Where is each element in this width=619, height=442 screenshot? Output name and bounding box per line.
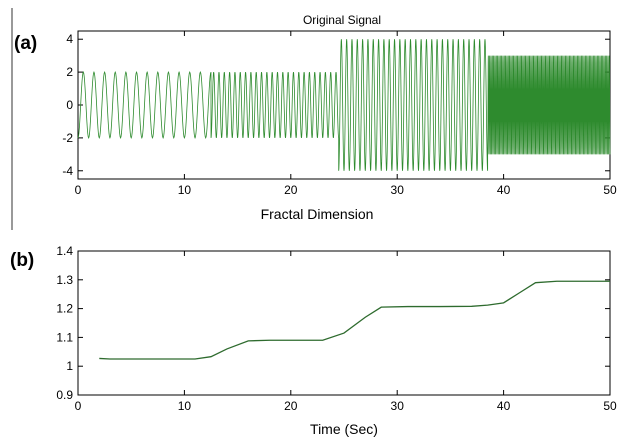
panel-b-x-tick-label: 20 <box>284 399 298 413</box>
panel-b: (b) 0 10 20 30 40 50 0.9 1 1.1 1.2 1.3 1.4 Time (S… <box>10 244 617 437</box>
panel-b-y-tick-label: 1.4 <box>56 244 73 258</box>
panel-b-x-tick-label: 50 <box>603 399 617 413</box>
panel-a-label: (a) <box>14 33 37 54</box>
panel-b-x-tick-label: 0 <box>75 399 82 413</box>
panel-a-y-tick-label: -2 <box>62 131 73 145</box>
panel-a-x-ticks: 0 10 20 30 40 50 <box>75 31 617 197</box>
panel-a-x-tick-label: 30 <box>391 183 405 197</box>
panel-b-y-tick-label: 1.1 <box>56 330 73 344</box>
panel-b-y-tick-label: 1.3 <box>56 273 73 287</box>
panel-a-x-axis-label: Fractal Dimension <box>261 206 374 222</box>
panel-b-label: (b) <box>10 250 34 271</box>
panel-a-x-tick-label: 50 <box>603 183 617 197</box>
panel-a-x-tick-label: 40 <box>497 183 511 197</box>
panel-b-x-ticks: 0 10 20 30 40 50 <box>75 251 617 413</box>
panel-a-x-tick-label: 10 <box>178 183 192 197</box>
panel-a-y-tick-label: -4 <box>62 164 73 178</box>
panel-b-x-axis-label: Time (Sec) <box>310 421 378 437</box>
panel-b-fd-line <box>99 280 610 360</box>
panel-a-y-tick-label: 4 <box>66 32 73 46</box>
panel-a-x-tick-label: 0 <box>75 183 82 197</box>
panel-a-y-tick-label: 2 <box>66 65 73 79</box>
panel-b-x-tick-label: 40 <box>497 399 511 413</box>
panel-a-y-tick-label: 0 <box>66 98 73 112</box>
panel-b-x-tick-label: 30 <box>391 399 405 413</box>
panel-b-y-tick-label: 1.2 <box>56 302 73 316</box>
panel-a-x-tick-label: 20 <box>284 183 298 197</box>
panel-a-signal-line <box>77 39 611 171</box>
panel-b-y-tick-label: 0.9 <box>56 388 73 402</box>
panel-a-title: Original Signal <box>303 13 381 27</box>
panel-b-plot-area <box>77 250 611 396</box>
panel-b-y-tick-label: 1 <box>66 359 73 373</box>
panel-b-y-ticks: 0.9 1 1.1 1.2 1.3 1.4 <box>56 244 610 402</box>
panel-a: (a) Original Signal 0 10 20 30 40 50 -4-2024 … <box>14 13 617 222</box>
panel-b-x-tick-label: 10 <box>178 399 192 413</box>
